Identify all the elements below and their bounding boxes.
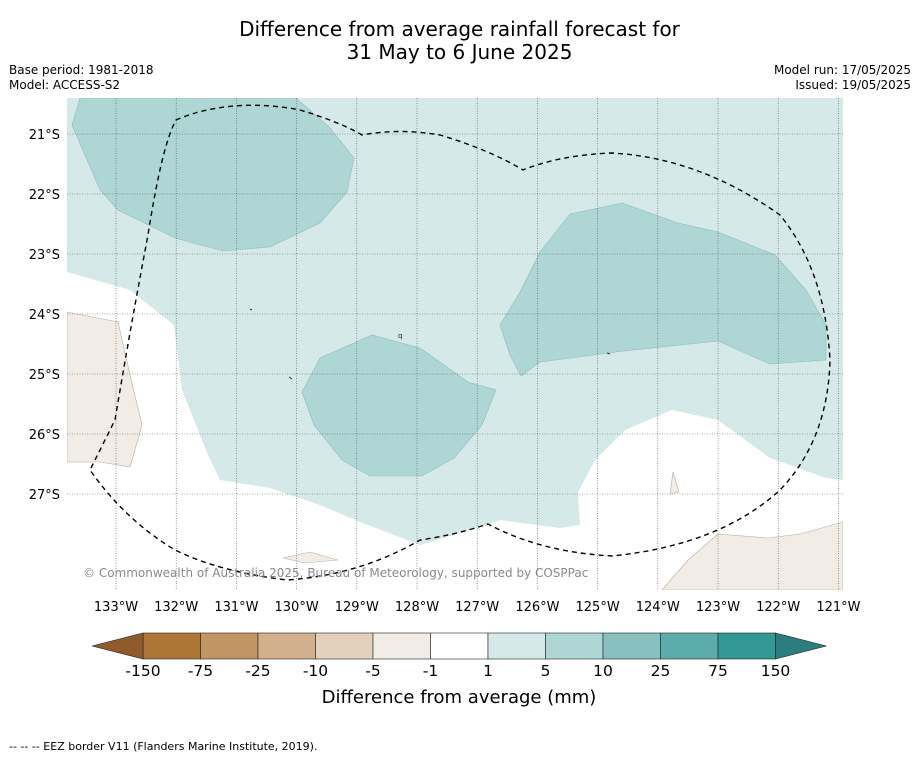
latitude-label: 22°S [29, 188, 60, 203]
meta-left: Base period: 1981-2018 Model: ACCESS-S2 [9, 63, 154, 93]
colorbar-segment [142, 632, 201, 660]
longitude-label: 126°W [515, 600, 559, 615]
longitude-label: 127°W [455, 600, 499, 615]
island-mark [606, 352, 611, 355]
colorbar-segment [315, 632, 374, 660]
island-mark [288, 376, 293, 380]
region-5-to-10mm-east [499, 202, 827, 377]
region-minus-5-to-minus-1mm-west [67, 311, 143, 468]
latitude-label: 26°S [29, 428, 60, 443]
colorbar-tick-label: -5 [365, 662, 380, 680]
region-5-to-10mm-central [301, 334, 497, 477]
colorbar-over-arrow [775, 632, 827, 660]
colorbar-segment [257, 632, 316, 660]
colorbar-segment [602, 632, 661, 660]
model-run-text: Model run: 17/05/2025 [773, 63, 911, 77]
colorbar-axis-label: Difference from average (mm) [322, 687, 597, 708]
colorbar-tick-label: 25 [651, 662, 671, 680]
island-label: q [398, 332, 402, 340]
longitude-label: 128°W [395, 600, 439, 615]
gridlines [67, 98, 843, 590]
base-period-text: Base period: 1981-2018 [9, 63, 154, 77]
issued-text: Issued: 19/05/2025 [795, 78, 911, 92]
colorbar-segment [545, 632, 604, 660]
colorbar-tick-label: -150 [125, 662, 160, 680]
longitude-label: 121°W [816, 600, 860, 615]
colorbar-segment [372, 632, 431, 660]
colorbar [91, 632, 827, 660]
colorbar-tick-label: 1 [483, 662, 493, 680]
island-mark [249, 308, 253, 311]
colorbar-tick-labels: -150 -75 -25 -10 -5 -1 1 5 10 25 75 150 [125, 662, 790, 680]
meta-right: Model run: 17/05/2025 Issued: 19/05/2025 [774, 63, 911, 93]
longitude-label: 130°W [275, 600, 319, 615]
eez-legend-note: -- -- -- EEZ border V11 (Flanders Marine… [9, 740, 318, 753]
longitude-label: 125°W [576, 600, 620, 615]
longitude-label: 122°W [756, 600, 800, 615]
model-text: Model: ACCESS-S2 [9, 78, 121, 92]
longitude-label: 133°W [94, 600, 138, 615]
longitude-label: 129°W [335, 600, 379, 615]
longitude-label: 124°W [636, 600, 680, 615]
map-fill-layer [67, 98, 843, 590]
longitude-labels: 133°W 132°W 131°W 130°W 129°W 128°W 127°W 126°W… [94, 600, 861, 615]
colorbar-tick-label: -75 [188, 662, 213, 680]
region-5-to-10mm-northwest [71, 98, 355, 252]
latitude-label: 23°S [29, 248, 60, 263]
longitude-label: 132°W [154, 600, 198, 615]
colorbar-tick-label: 5 [541, 662, 551, 680]
colorbar-under-arrow [91, 632, 144, 660]
longitude-label: 131°W [214, 600, 258, 615]
colorbar-segment [430, 632, 489, 660]
region-minus-5-to-minus-1mm-southeast [661, 521, 843, 590]
colorbar-tick-label: 10 [593, 662, 613, 680]
region-minus-5-to-minus-1mm-small-east [669, 471, 680, 495]
colorbar-tick-label: 150 [761, 662, 791, 680]
map-title-line1: Difference from average rainfall forecas… [239, 17, 680, 41]
latitude-label: 21°S [29, 128, 60, 143]
latitude-labels: 21°S 22°S 23°S 24°S 25°S 26°S 27°S [29, 128, 60, 503]
longitude-label: 123°W [696, 600, 740, 615]
latitude-label: 25°S [29, 368, 60, 383]
colorbar-tick-label: -25 [245, 662, 270, 680]
map-title-line2: 31 May to 6 June 2025 [346, 40, 573, 64]
map-title: Difference from average rainfall forecas… [0, 18, 919, 64]
colorbar-segment [717, 632, 776, 660]
colorbar-tick-label: -10 [303, 662, 328, 680]
colorbar-tick-label: -1 [423, 662, 438, 680]
copyright-text: © Commonwealth of Australia 2025, Bureau… [83, 566, 588, 580]
region-minus-5-to-minus-1mm-small-south [282, 551, 339, 564]
colorbar-segment [200, 632, 259, 660]
colorbar-segment [487, 632, 546, 660]
eez-border [89, 104, 831, 581]
colorbar-tick-label: 75 [708, 662, 728, 680]
colorbar-segment [660, 632, 719, 660]
latitude-label: 27°S [29, 488, 60, 503]
latitude-label: 24°S [29, 308, 60, 323]
